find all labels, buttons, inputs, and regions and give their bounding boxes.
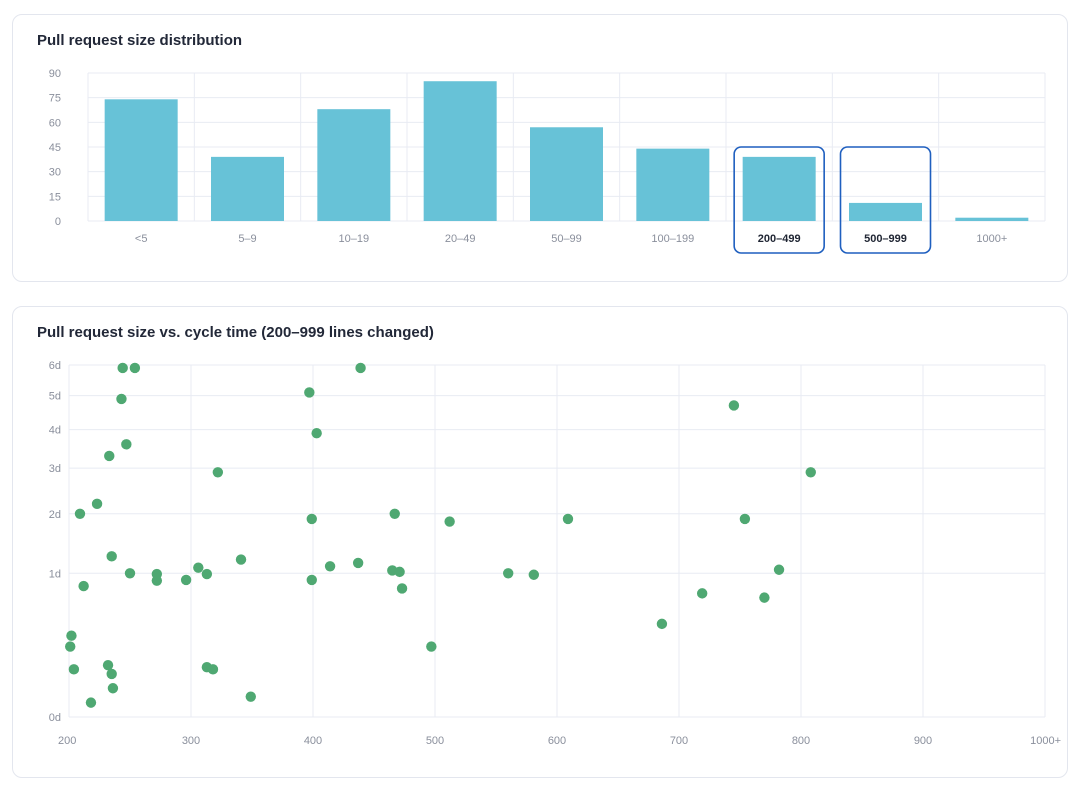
scatter-point <box>121 439 132 450</box>
scatter-point <box>66 630 77 641</box>
scatter-point <box>129 362 141 374</box>
scatter-point <box>74 508 86 519</box>
x-tick-label: 900 <box>914 735 932 747</box>
bar <box>955 217 1029 221</box>
scatter-point <box>306 574 317 586</box>
scatter-point <box>426 641 437 652</box>
x-category-label: 10–19 <box>339 233 370 245</box>
scatter-point <box>193 562 204 573</box>
y-tick-label: 75 <box>49 93 61 105</box>
scatter-point <box>65 641 76 652</box>
size-vs-cycle-time-card: Pull request size vs. cycle time (200–99… <box>12 306 1068 778</box>
bar <box>423 81 497 221</box>
scatter-point <box>85 697 97 708</box>
x-category-label: <5 <box>135 233 148 245</box>
scatter-point <box>91 498 103 510</box>
bar <box>317 109 391 221</box>
scatter-point <box>389 508 400 519</box>
x-tick-label: 600 <box>548 735 566 747</box>
x-category-label: 20–49 <box>445 233 476 245</box>
scatter-point <box>394 566 405 578</box>
scatter-point <box>117 362 128 374</box>
scatter-point <box>106 551 117 562</box>
scatter-point <box>355 362 366 374</box>
scatter-point <box>124 568 136 579</box>
scatter-point <box>324 561 336 572</box>
size-distribution-card: Pull request size distribution 0 15 30 45 60… <box>12 14 1068 282</box>
bar <box>530 127 603 221</box>
scatter-point <box>739 513 751 525</box>
scatter-point <box>107 683 119 694</box>
scatter-point <box>728 400 740 411</box>
x-category-label: 50–99 <box>551 233 582 245</box>
scatter-point <box>696 588 708 599</box>
x-tick-label: 1000+ <box>1030 735 1061 747</box>
scatter-point <box>311 428 322 439</box>
y-tick-label: 0 <box>55 216 61 228</box>
scatter-point <box>102 659 114 671</box>
x-tick-label: 800 <box>792 735 810 747</box>
scatter-point <box>212 467 224 478</box>
y-tick-label: 90 <box>49 68 61 80</box>
y-tick-label: 3d <box>49 463 61 475</box>
scatter-point <box>562 513 574 525</box>
y-tick-label: 0d <box>49 712 61 724</box>
scatter-chart-title: Pull request size vs. cycle time (200–99… <box>37 324 434 341</box>
y-tick-label: 5d <box>49 391 61 403</box>
scatter-point <box>444 516 455 527</box>
scatter-point <box>759 592 770 603</box>
x-tick-label: 300 <box>182 735 200 747</box>
cycle-time-scatter-chart: 0d 1d 2d 3d 4d 5d 6d 200 300 400 500 600 700 800 900 10… <box>49 360 1061 747</box>
scatter-point <box>773 564 785 575</box>
x-category-label: 500–999 <box>864 233 907 245</box>
distribution-bar-chart: 0 15 30 45 60 75 90 <5 5–9 10–19 20–49 50–99 100–199… <box>49 68 1046 254</box>
y-tick-label: 4d <box>49 425 61 437</box>
y-tick-label: 2d <box>49 509 61 521</box>
x-tick-label: 200 <box>58 735 76 747</box>
scatter-point <box>78 580 89 592</box>
scatter-point <box>352 557 364 569</box>
scatter-point <box>503 568 514 579</box>
scatter-point <box>306 513 317 525</box>
scatter-point <box>245 691 256 702</box>
y-tick-label: 1d <box>49 568 61 580</box>
scatter-point <box>207 664 219 675</box>
bar <box>849 202 922 221</box>
scatter-point <box>201 568 213 580</box>
distribution-chart-title: Pull request size distribution <box>37 32 243 49</box>
x-tick-label: 400 <box>304 735 322 747</box>
y-tick-label: 15 <box>49 191 61 203</box>
scatter-point <box>396 583 408 594</box>
x-category-label: 200–499 <box>758 233 801 245</box>
bar <box>211 156 284 221</box>
scatter-point <box>528 569 540 580</box>
scatter-point <box>656 618 668 630</box>
scatter-point <box>805 467 816 478</box>
x-tick-label: 700 <box>670 735 688 747</box>
highlight-box <box>839 146 932 254</box>
y-tick-label: 30 <box>49 167 61 179</box>
bar <box>636 148 710 221</box>
scatter-point <box>235 554 247 565</box>
x-category-label: 1000+ <box>976 233 1007 245</box>
scatter-point <box>68 664 80 675</box>
y-tick-label: 60 <box>49 117 61 129</box>
bar <box>742 156 816 221</box>
y-tick-label: 45 <box>49 142 61 154</box>
scatter-point <box>304 387 315 398</box>
highlight-box <box>733 146 825 254</box>
bar <box>104 99 178 221</box>
scatter-point <box>151 575 163 586</box>
x-category-label: 5–9 <box>238 233 256 245</box>
scatter-point <box>106 668 117 680</box>
x-tick-label: 500 <box>426 735 444 747</box>
scatter-point <box>116 393 127 405</box>
scatter-point <box>104 450 115 462</box>
x-category-label: 100–199 <box>651 233 694 245</box>
y-tick-label: 6d <box>49 360 61 372</box>
scatter-point <box>180 574 192 586</box>
